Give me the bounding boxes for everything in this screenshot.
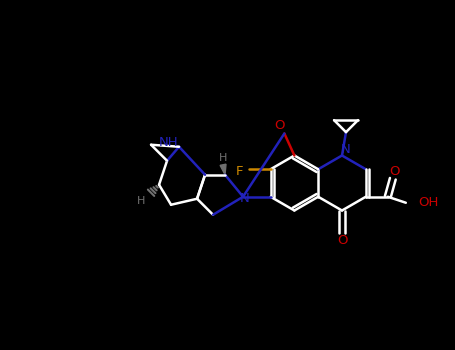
Text: O: O xyxy=(389,165,400,178)
Text: OH: OH xyxy=(418,196,438,209)
Text: NH: NH xyxy=(159,136,179,149)
Text: H: H xyxy=(137,196,145,206)
Text: F: F xyxy=(236,165,243,178)
Text: N: N xyxy=(240,192,250,205)
Text: N: N xyxy=(341,143,351,156)
Text: O: O xyxy=(274,119,285,132)
Text: H: H xyxy=(219,153,227,163)
Text: O: O xyxy=(337,234,347,247)
Polygon shape xyxy=(220,164,226,175)
